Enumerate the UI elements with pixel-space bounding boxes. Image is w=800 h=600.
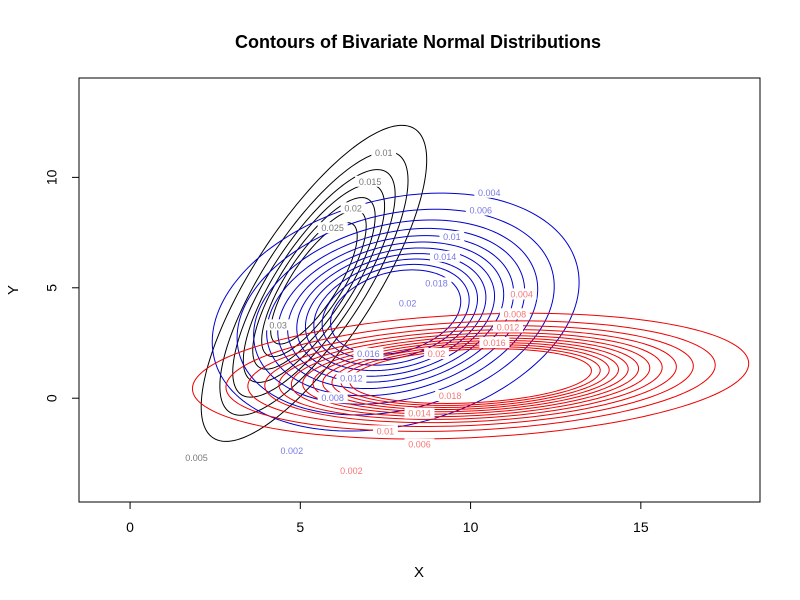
contour-label-bg	[265, 319, 291, 331]
contour-label: 0.01	[377, 426, 395, 436]
contour-labels-series-0: 0.005 0.01 0.015 0.020.025 0.03	[181, 147, 397, 463]
contour-layers	[191, 124, 750, 442]
contour-label-bg	[421, 277, 452, 289]
contour-label: 0.006	[470, 206, 493, 216]
contour-label: 0.008	[504, 309, 527, 319]
y-tick-label: 10	[44, 169, 60, 185]
contour-label: 0.016	[357, 349, 380, 359]
contour-label: 0.014	[408, 409, 431, 419]
contour-label-bg	[506, 288, 537, 300]
contour-label-bg	[439, 231, 465, 242]
contour-label: 0.012	[497, 323, 520, 333]
contour-label-bg	[317, 392, 348, 404]
contour-line	[302, 337, 640, 415]
contour-label-bg	[493, 321, 524, 333]
contour-line	[242, 183, 386, 383]
contour-label-bg	[479, 337, 510, 348]
contour-label-bg	[404, 438, 435, 450]
contour-label: 0.002	[340, 466, 363, 476]
contour-label-bg	[276, 445, 307, 457]
contour-label: 0.03	[269, 320, 287, 330]
contour-label-bg	[435, 390, 466, 401]
x-tick-label: 15	[633, 519, 649, 535]
contour-label-bg	[353, 348, 384, 360]
contour-label-bg	[474, 186, 505, 198]
contour-label-bg	[430, 250, 461, 262]
contour-line	[296, 247, 496, 377]
contour-label-bg	[317, 222, 348, 234]
contour-label: 0.016	[483, 338, 506, 348]
contour-label: 0.014	[434, 252, 457, 262]
x-tick-label: 0	[126, 519, 134, 535]
contour-label: 0.005	[185, 453, 208, 463]
x-tick-label: 5	[296, 519, 304, 535]
x-tick-label: 10	[463, 519, 479, 535]
contour-line	[191, 312, 750, 440]
contour-label: 0.018	[439, 391, 462, 401]
contour-line	[232, 169, 396, 398]
contour-label: 0.015	[359, 177, 382, 187]
plot-frame	[78, 77, 761, 503]
contour-label-bg	[340, 202, 366, 214]
contour-line	[277, 235, 515, 390]
contour-line	[266, 227, 526, 397]
contour-label: 0.008	[321, 393, 344, 403]
contour-line	[247, 325, 694, 427]
contour-label-bg	[424, 348, 449, 360]
contour-line	[253, 219, 539, 405]
contour-line	[278, 332, 663, 420]
contour-label-bg	[371, 147, 397, 159]
contour-line	[290, 335, 651, 418]
contour-label-bg	[404, 407, 435, 419]
contour-labels-series-1: 0.002 0.004 0.006 0.008 0.01 0.012 0.014 0.016 0…	[276, 186, 505, 457]
contour-label-bg	[465, 204, 496, 216]
contour-label: 0.002	[281, 446, 304, 456]
contour-label: 0.02	[428, 349, 446, 359]
contour-line	[331, 344, 610, 408]
contour-line	[200, 124, 428, 442]
contour-label-bg	[181, 451, 212, 463]
contour-label: 0.012	[340, 373, 363, 383]
contour-label: 0.004	[510, 289, 533, 299]
contour-label: 0.018	[425, 278, 448, 288]
y-axis: 0 5 10	[44, 169, 80, 402]
contour-series-2	[191, 312, 750, 440]
contour-line	[312, 339, 629, 413]
contour-label: 0.01	[443, 232, 461, 242]
contour-label: 0.01	[375, 148, 393, 158]
contour-label: 0.004	[478, 188, 501, 198]
contour-label-bg	[395, 297, 420, 309]
contour-label: 0.02	[344, 203, 362, 213]
contour-line	[225, 320, 716, 432]
y-tick-label: 5	[44, 284, 60, 292]
contour-line	[261, 209, 367, 358]
contour-label-bg	[373, 425, 398, 437]
contour-label-bg	[499, 308, 530, 320]
contour-label-bg	[355, 175, 386, 187]
contour-label-layer: 0.0050.010.0150.020.0250.030.0020.0040.0…	[181, 147, 537, 477]
contour-label-bg	[336, 372, 367, 384]
y-tick-label: 0	[44, 394, 60, 402]
x-axis-label: X	[414, 564, 424, 581]
x-axis: 0 5 10 15	[126, 501, 649, 535]
contour-label: 0.006	[408, 440, 431, 450]
contour-label: 0.025	[321, 223, 344, 233]
contour-line	[264, 329, 677, 424]
contour-label-bg	[336, 465, 367, 477]
contour-line	[322, 342, 619, 411]
chart-title: Contours of Bivariate Normal Distributio…	[235, 32, 601, 52]
contour-line	[219, 150, 409, 416]
y-axis-label: Y	[5, 285, 22, 295]
contour-labels-series-2: 0.002 0.004 0.006 0.008 0.01 0.012 0.014 0.016 0…	[336, 288, 537, 477]
contour-label: 0.02	[399, 298, 417, 308]
